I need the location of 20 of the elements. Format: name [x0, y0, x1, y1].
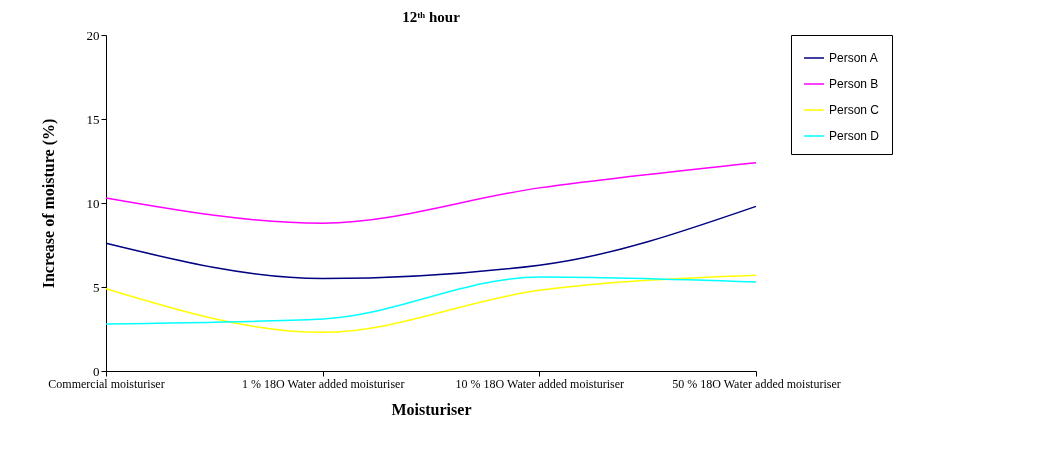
legend-label: Person C — [829, 103, 880, 117]
legend-label: Person B — [829, 77, 879, 91]
y-tick-label: 0 — [93, 363, 100, 379]
y-tick-label: 20 — [86, 27, 100, 43]
y-tick-label: 10 — [86, 195, 100, 211]
line-series — [105, 205, 757, 280]
chart-title: 12ᵗʰ hour — [402, 9, 461, 25]
legend-label: Person D — [829, 129, 880, 143]
x-tick-label: Commercial moisturiser — [48, 376, 165, 391]
legend-label: Person A — [829, 51, 878, 65]
x-axis-title: Moisturiser — [391, 400, 472, 418]
x-tick-label: 1 % 18O Water added moisturiser — [241, 376, 405, 391]
line-series — [105, 276, 757, 325]
y-tick-label: 5 — [93, 279, 100, 295]
y-axis-title: Increase of moisture (%) — [39, 118, 58, 289]
x-tick-label: 50 % 18O Water added moisturiser — [672, 376, 841, 391]
x-tick-label: 10 % 18O Water added moisturiser — [455, 376, 625, 391]
line-series — [105, 274, 757, 334]
line-series — [105, 161, 757, 224]
y-tick-label: 15 — [86, 111, 100, 127]
